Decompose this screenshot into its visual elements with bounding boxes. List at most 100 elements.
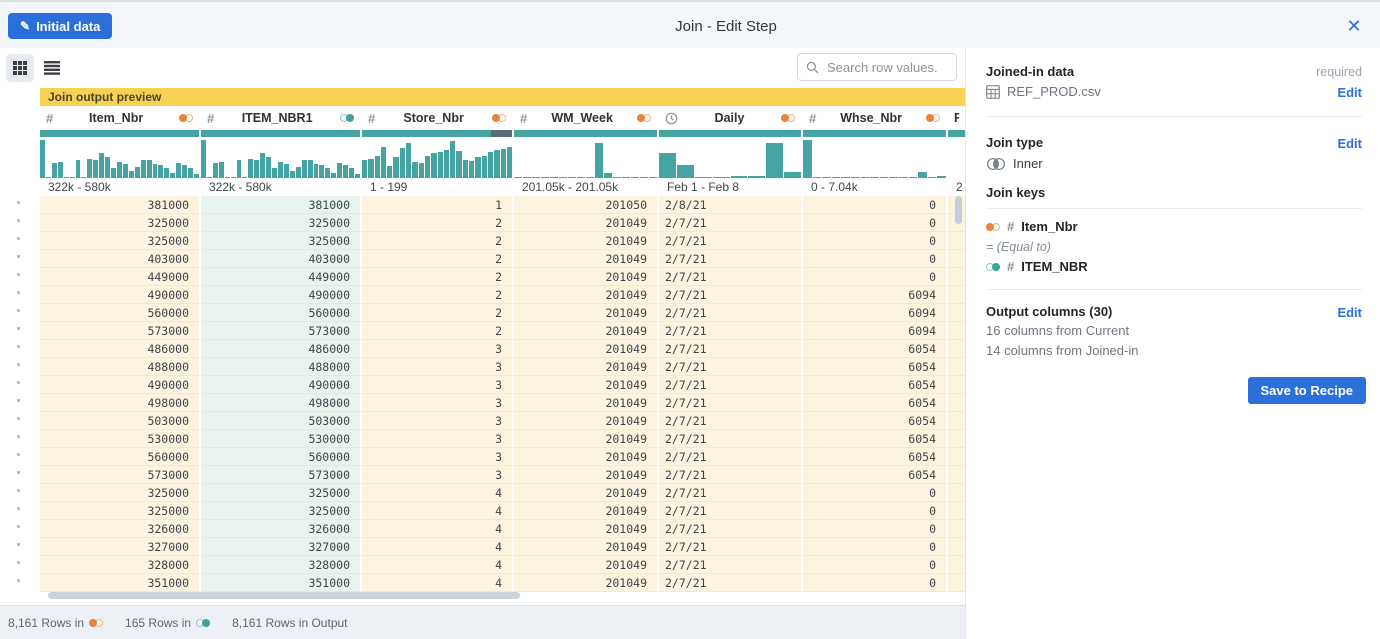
table-cell[interactable]: 2/7/21 bbox=[659, 358, 801, 376]
table-cell[interactable]: 0 bbox=[803, 268, 946, 286]
table-cell[interactable]: 201049 bbox=[514, 502, 657, 520]
table-cell[interactable]: 503000 bbox=[40, 412, 199, 430]
histogram-bar[interactable] bbox=[748, 176, 766, 178]
table-cell[interactable]: 3 bbox=[362, 340, 512, 358]
grid-view-button[interactable] bbox=[6, 54, 34, 82]
table-cell[interactable]: 4 bbox=[362, 538, 512, 556]
table-cell[interactable]: 0 bbox=[803, 196, 946, 214]
histogram-bar[interactable] bbox=[481, 156, 487, 178]
histogram-bar[interactable] bbox=[712, 177, 730, 178]
histogram[interactable] bbox=[201, 138, 360, 178]
table-cell[interactable]: 403000 bbox=[40, 250, 199, 268]
histogram-bar[interactable] bbox=[523, 177, 531, 178]
histogram-bar[interactable] bbox=[349, 168, 354, 178]
table-cell[interactable] bbox=[948, 286, 965, 304]
histogram-bar[interactable] bbox=[622, 177, 630, 178]
table-cell[interactable]: 449000 bbox=[201, 268, 360, 286]
table-cell[interactable]: 4 bbox=[362, 574, 512, 592]
table-cell[interactable]: 573000 bbox=[40, 322, 199, 340]
table-cell[interactable]: 201049 bbox=[514, 520, 657, 538]
histogram-bar[interactable] bbox=[111, 168, 116, 178]
histogram-bar[interactable] bbox=[272, 168, 277, 178]
table-cell[interactable]: 2/7/21 bbox=[659, 250, 801, 268]
table-cell[interactable]: 2/7/21 bbox=[659, 502, 801, 520]
histogram-bar[interactable] bbox=[841, 177, 850, 178]
table-cell[interactable]: 0 bbox=[803, 520, 946, 538]
histogram-bar[interactable] bbox=[822, 177, 831, 178]
table-cell[interactable] bbox=[948, 304, 965, 322]
histogram-bar[interactable] bbox=[514, 177, 522, 178]
table-cell[interactable]: 0 bbox=[803, 538, 946, 556]
histogram-bar[interactable] bbox=[494, 150, 500, 178]
table-cell[interactable] bbox=[948, 520, 965, 538]
table-cell[interactable]: 201049 bbox=[514, 286, 657, 304]
histogram-bar[interactable] bbox=[812, 177, 822, 178]
histogram-bar[interactable] bbox=[230, 177, 236, 178]
table-cell[interactable]: 560000 bbox=[40, 448, 199, 466]
histogram-bar[interactable] bbox=[649, 177, 657, 178]
table-cell[interactable]: 488000 bbox=[201, 358, 360, 376]
histogram-bar[interactable] bbox=[784, 172, 801, 178]
table-cell[interactable]: 201050 bbox=[514, 196, 657, 214]
histogram-bar[interactable] bbox=[475, 157, 481, 178]
histogram-bar[interactable] bbox=[337, 163, 343, 178]
histogram-bar[interactable] bbox=[577, 177, 585, 178]
table-cell[interactable]: 2/7/21 bbox=[659, 376, 801, 394]
table-cell[interactable]: 490000 bbox=[40, 286, 199, 304]
table-cell[interactable]: 2/7/21 bbox=[659, 538, 801, 556]
column-header[interactable]: Daily bbox=[659, 106, 801, 130]
table-cell[interactable]: 3 bbox=[362, 430, 512, 448]
table-cell[interactable]: 201049 bbox=[514, 484, 657, 502]
histogram-bar[interactable] bbox=[254, 160, 260, 178]
histogram-bar[interactable] bbox=[380, 147, 387, 178]
table-cell[interactable]: 381000 bbox=[201, 196, 360, 214]
table-cell[interactable]: 325000 bbox=[201, 484, 360, 502]
table-cell[interactable]: 2/7/21 bbox=[659, 448, 801, 466]
table-cell[interactable]: 201049 bbox=[514, 538, 657, 556]
histogram-bar[interactable] bbox=[134, 167, 140, 178]
list-view-button[interactable] bbox=[38, 54, 66, 82]
table-cell[interactable]: 2/7/21 bbox=[659, 340, 801, 358]
histogram-bar[interactable] bbox=[343, 165, 349, 178]
table-cell[interactable]: 6094 bbox=[803, 286, 946, 304]
histogram-bar[interactable] bbox=[260, 153, 266, 178]
histogram-bar[interactable] bbox=[295, 167, 301, 178]
table-cell[interactable]: 2/7/21 bbox=[659, 214, 801, 232]
table-cell[interactable] bbox=[948, 466, 965, 484]
table-cell[interactable] bbox=[948, 232, 965, 250]
histogram-bar[interactable] bbox=[283, 164, 289, 178]
row-handle-icon[interactable] bbox=[17, 345, 20, 348]
table-cell[interactable]: 490000 bbox=[201, 376, 360, 394]
column-header[interactable]: # Item_Nbr bbox=[40, 106, 199, 130]
table-cell[interactable]: 503000 bbox=[201, 412, 360, 430]
table-cell[interactable]: 6054 bbox=[803, 448, 946, 466]
initial-data-button[interactable]: ✎ Initial data bbox=[8, 13, 113, 39]
row-handle-icon[interactable] bbox=[17, 579, 20, 582]
histogram-bar[interactable] bbox=[69, 177, 75, 178]
table-cell[interactable]: 2 bbox=[362, 304, 512, 322]
histogram-bar[interactable] bbox=[437, 152, 443, 178]
histogram-bar[interactable] bbox=[604, 173, 612, 178]
table-cell[interactable]: 201049 bbox=[514, 322, 657, 340]
histogram-bar[interactable] bbox=[188, 168, 193, 178]
table-cell[interactable]: 201049 bbox=[514, 232, 657, 250]
table-cell[interactable]: 325000 bbox=[40, 502, 199, 520]
table-cell[interactable]: 328000 bbox=[201, 556, 360, 574]
table-cell[interactable]: 0 bbox=[803, 232, 946, 250]
histogram-bar[interactable] bbox=[75, 160, 81, 178]
table-cell[interactable]: 6054 bbox=[803, 340, 946, 358]
column-header[interactable]: # Whse_Nbr bbox=[803, 106, 946, 130]
histogram-bar[interactable] bbox=[541, 177, 549, 178]
table-cell[interactable]: 403000 bbox=[201, 250, 360, 268]
histogram-bar[interactable] bbox=[57, 162, 63, 178]
row-handle-icon[interactable] bbox=[17, 543, 20, 546]
table-cell[interactable]: 325000 bbox=[40, 214, 199, 232]
table-cell[interactable]: 201049 bbox=[514, 574, 657, 592]
histogram-bar[interactable] bbox=[908, 177, 918, 178]
histogram-bar[interactable] bbox=[487, 152, 494, 178]
table-cell[interactable] bbox=[948, 538, 965, 556]
row-handle-icon[interactable] bbox=[17, 435, 20, 438]
histogram[interactable] bbox=[514, 138, 657, 178]
histogram-bar[interactable] bbox=[937, 176, 946, 178]
table-cell[interactable] bbox=[948, 430, 965, 448]
